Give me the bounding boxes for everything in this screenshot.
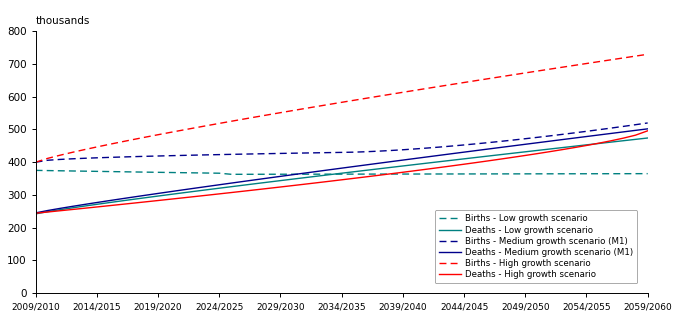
Line: Deaths - High growth scenario: Deaths - High growth scenario	[35, 131, 648, 213]
Deaths - High growth scenario	[435, 166, 443, 169]
Births - High growth scenario	[227, 119, 236, 123]
Births - Low growth scenario	[215, 171, 223, 175]
Births - Medium growth scenario (M1)	[435, 145, 443, 149]
Line: Deaths - Low growth scenario: Deaths - Low growth scenario	[35, 138, 648, 214]
Births - Low growth scenario	[447, 172, 456, 176]
Deaths - Low growth scenario	[644, 136, 652, 140]
Deaths - Low growth scenario	[215, 186, 223, 190]
Deaths - Low growth scenario	[227, 185, 236, 189]
Deaths - High growth scenario	[215, 192, 223, 196]
Deaths - High growth scenario	[644, 129, 652, 133]
Births - Low growth scenario	[240, 172, 248, 176]
Births - Medium growth scenario (M1)	[227, 152, 236, 156]
Deaths - Low growth scenario	[472, 156, 480, 159]
Births - Medium growth scenario (M1)	[631, 123, 640, 127]
Births - Low growth scenario	[644, 172, 652, 176]
Line: Births - Low growth scenario: Births - Low growth scenario	[35, 170, 648, 174]
Deaths - High growth scenario	[631, 133, 640, 137]
Line: Births - Medium growth scenario (M1): Births - Medium growth scenario (M1)	[35, 123, 648, 162]
Births - High growth scenario	[166, 130, 175, 134]
Births - Medium growth scenario (M1)	[215, 153, 223, 156]
Births - High growth scenario	[631, 54, 640, 58]
Legend: Births - Low growth scenario, Deaths - Low growth scenario, Births - Medium grow: Births - Low growth scenario, Deaths - L…	[435, 210, 638, 283]
Deaths - High growth scenario	[227, 190, 236, 194]
Deaths - Medium growth scenario (M1)	[227, 181, 236, 185]
Deaths - Medium growth scenario (M1)	[472, 149, 480, 152]
Deaths - Low growth scenario	[435, 160, 443, 163]
Deaths - High growth scenario	[31, 211, 39, 215]
Deaths - Medium growth scenario (M1)	[644, 127, 652, 131]
Deaths - Medium growth scenario (M1)	[215, 183, 223, 187]
Deaths - Medium growth scenario (M1)	[631, 128, 640, 132]
Births - High growth scenario	[31, 160, 39, 164]
Text: thousands: thousands	[35, 16, 90, 26]
Births - High growth scenario	[435, 85, 443, 88]
Births - Medium growth scenario (M1)	[472, 142, 480, 146]
Deaths - Medium growth scenario (M1)	[166, 190, 175, 194]
Deaths - Low growth scenario	[166, 193, 175, 197]
Deaths - Low growth scenario	[631, 137, 640, 141]
Births - Low growth scenario	[166, 170, 175, 174]
Births - Medium growth scenario (M1)	[31, 160, 39, 164]
Births - Low growth scenario	[227, 172, 236, 176]
Deaths - Medium growth scenario (M1)	[435, 153, 443, 157]
Births - Low growth scenario	[31, 169, 39, 172]
Line: Deaths - Medium growth scenario (M1): Deaths - Medium growth scenario (M1)	[35, 129, 648, 213]
Deaths - Low growth scenario	[31, 212, 39, 216]
Line: Births - High growth scenario: Births - High growth scenario	[35, 54, 648, 162]
Births - Medium growth scenario (M1)	[166, 154, 175, 158]
Deaths - Medium growth scenario (M1)	[31, 211, 39, 215]
Births - High growth scenario	[472, 79, 480, 82]
Deaths - High growth scenario	[472, 161, 480, 164]
Births - Low growth scenario	[484, 172, 492, 176]
Births - Low growth scenario	[631, 172, 640, 176]
Deaths - High growth scenario	[166, 197, 175, 201]
Births - Medium growth scenario (M1)	[644, 121, 652, 125]
Births - High growth scenario	[215, 121, 223, 125]
Births - High growth scenario	[644, 52, 652, 56]
